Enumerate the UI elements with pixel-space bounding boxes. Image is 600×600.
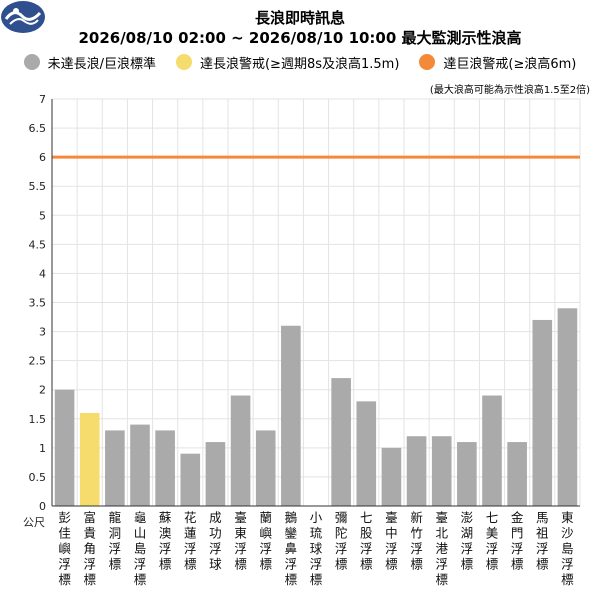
- y-tick-label: 0.5: [29, 471, 47, 484]
- y-tick-label: 2.5: [29, 355, 47, 368]
- bar-15: [406, 436, 427, 506]
- chart-legend: 未達長浪/巨浪標準 達長浪警戒(≥週期8s及浪高1.5m) 達巨浪警戒(≥浪高6…: [0, 52, 600, 72]
- y-tick-label: 6: [39, 151, 46, 164]
- x-category-label: 彌陀浮標: [335, 510, 348, 572]
- bar-17: [457, 442, 477, 506]
- legend-label-long: 達長浪警戒(≥週期8s及浪高1.5m): [199, 56, 400, 72]
- bar-8: [230, 395, 251, 506]
- bar-20: [532, 319, 553, 506]
- legend-label-giant: 達巨浪警戒(≥浪高6m): [443, 56, 577, 72]
- legend-swatch-none: [23, 54, 40, 70]
- x-category-label: 七股浮標: [360, 510, 373, 572]
- x-category-label: 臺北港浮標: [435, 510, 448, 587]
- y-tick-label: 1.5: [29, 413, 47, 426]
- x-category-label: 成功浮球: [209, 510, 222, 572]
- bar-6: [180, 453, 201, 506]
- bar-7: [205, 442, 226, 506]
- y-tick-label: 3.5: [29, 297, 47, 310]
- y-tick-label: 3: [39, 326, 46, 339]
- bar-21: [557, 308, 578, 506]
- legend-item-long: 達長浪警戒(≥週期8s及浪高1.5m): [175, 53, 400, 72]
- legend-swatch-long: [175, 54, 192, 70]
- bar-18: [482, 395, 502, 506]
- x-category-label: 鵝鑾鼻浮標: [285, 510, 298, 587]
- x-category-label: 蘭嶼浮標: [259, 510, 272, 572]
- x-category-label: 龍洞浮標: [109, 510, 122, 572]
- x-category-label: 花蓮浮標: [184, 510, 197, 572]
- x-category-label: 東沙島浮標: [561, 510, 574, 587]
- y-axis-label: 公尺: [23, 516, 45, 529]
- x-category-label: 澎湖浮標: [461, 510, 474, 572]
- bar-19: [507, 442, 527, 506]
- chart-title-block: 長浪即時訊息 2026/08/10 02:00 ~ 2026/08/10 10:…: [0, 8, 600, 48]
- x-category-label: 富貴角浮標: [83, 510, 96, 587]
- y-tick-label: 1: [39, 442, 46, 455]
- y-tick-label: 6.5: [29, 122, 47, 135]
- chart-note: (最大浪高可能為示性浪高1.5至2倍): [429, 85, 590, 96]
- x-category-label: 蘇澳浮標: [159, 510, 172, 572]
- bar-5: [155, 430, 175, 506]
- y-tick-label: 5.5: [29, 180, 47, 193]
- bar-13: [356, 401, 377, 506]
- bar-9: [255, 430, 276, 506]
- bar-3: [105, 430, 125, 506]
- y-tick-label: 7: [39, 93, 46, 106]
- bar-16: [431, 436, 452, 506]
- x-category-label: 臺東浮標: [234, 510, 247, 572]
- legend-item-giant: 達巨浪警戒(≥浪高6m): [419, 53, 576, 72]
- bar-4: [130, 424, 150, 506]
- y-tick-label: 5: [39, 209, 46, 222]
- x-category-label: 龜山島浮標: [134, 510, 147, 587]
- x-category-label: 七美浮標: [486, 510, 499, 572]
- legend-swatch-giant: [419, 54, 436, 70]
- x-category-label: 馬祖浮標: [536, 510, 549, 572]
- bar-12: [331, 378, 351, 506]
- y-tick-label: 2: [39, 384, 46, 397]
- y-tick-label: 0: [39, 500, 46, 513]
- cwa-logo-icon: [1, 1, 45, 33]
- x-category-label: 新竹浮標: [410, 510, 423, 572]
- legend-item-none: 未達長浪/巨浪標準: [23, 53, 156, 72]
- chart-title: 長浪即時訊息: [254, 9, 345, 27]
- y-tick-label: 4: [39, 267, 46, 280]
- bar-2: [79, 412, 100, 506]
- bar-14: [381, 447, 402, 506]
- x-category-label: 彭佳嶼浮標: [58, 510, 71, 587]
- chart-subtitle: 2026/08/10 02:00 ~ 2026/08/10 10:00 最大監測…: [78, 29, 522, 47]
- x-category-label: 金門浮標: [511, 510, 524, 572]
- x-category-label: 小琉球浮標: [310, 510, 323, 587]
- legend-label-none: 未達長浪/巨浪標準: [47, 56, 156, 72]
- bar-1: [54, 389, 75, 506]
- y-tick-label: 4.5: [29, 238, 47, 251]
- bar-10: [281, 325, 301, 506]
- x-category-label: 臺中浮標: [385, 510, 398, 572]
